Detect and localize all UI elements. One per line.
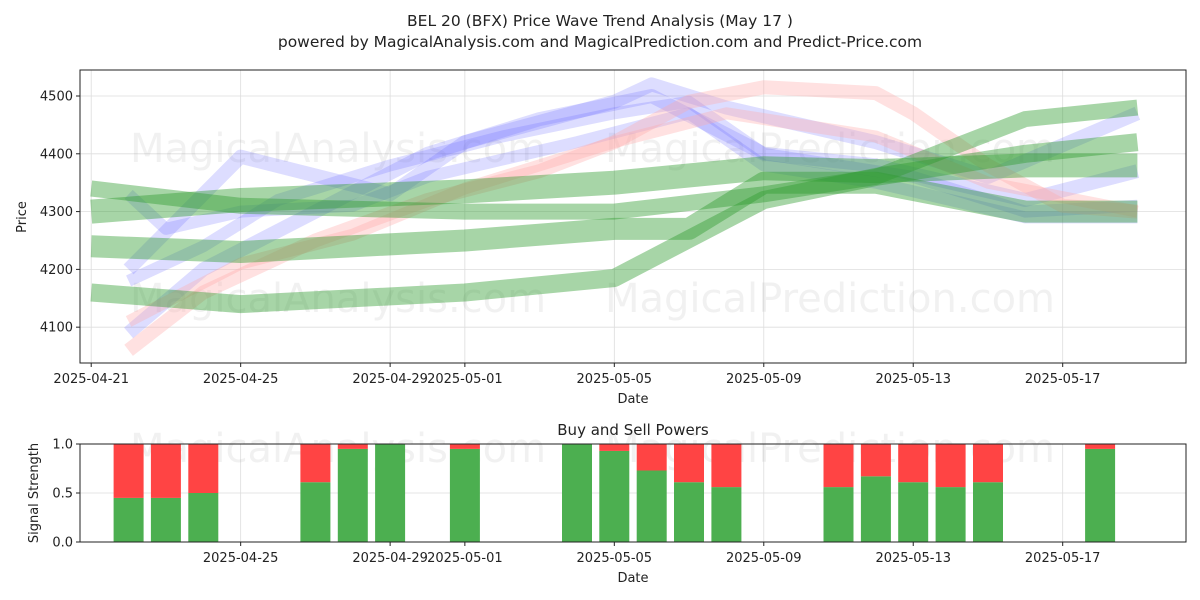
signal-x-tick-label: 2025-05-05 xyxy=(577,551,653,566)
sell-power-bar xyxy=(113,444,144,498)
signal-y-ticks: 0.0 0.5 1.0 xyxy=(52,438,80,551)
buy-power-bar xyxy=(599,450,630,542)
price-y-tick-label: 4300 xyxy=(40,205,73,220)
sell-power-bar xyxy=(150,444,181,498)
buy-power-bar xyxy=(562,444,592,542)
price-y-tick-label: 4200 xyxy=(40,263,73,278)
signal-y-label: Signal Strength xyxy=(27,443,42,543)
signal-x-tick-label: 2025-05-17 xyxy=(1025,551,1101,566)
signal-x-tick-label: 2025-04-25 xyxy=(203,551,279,566)
price-x-tick-label: 2025-04-21 xyxy=(53,372,129,387)
price-x-tick-label: 2025-05-09 xyxy=(726,372,802,387)
chart-title: BEL 20 (BFX) Price Wave Trend Analysis (… xyxy=(407,12,793,30)
price-wave-series-green xyxy=(90,153,1138,224)
signal-y-tick-label: 1.0 xyxy=(52,438,73,453)
signal-x-label: Date xyxy=(617,571,648,586)
sell-power-bar xyxy=(973,444,1003,483)
buy-power-bar xyxy=(898,482,929,542)
buy-power-bar xyxy=(375,444,406,542)
price-x-tick-label: 2025-05-17 xyxy=(1025,372,1101,387)
sell-power-bar xyxy=(935,444,966,488)
buy-power-bar xyxy=(636,470,667,542)
price-grid xyxy=(80,70,1186,363)
buy-power-bar xyxy=(823,487,854,542)
sell-power-bar xyxy=(823,444,854,488)
price-y-tick-label: 4100 xyxy=(40,321,73,336)
price-wave-series-green xyxy=(90,99,1139,220)
price-y-label: Price xyxy=(15,201,30,233)
price-waves xyxy=(90,77,1141,356)
watermark-text: MagicalAnalysis.com xyxy=(130,126,546,172)
price-wave-series-blue xyxy=(124,107,1138,235)
signal-y-tick-label: 0.5 xyxy=(52,487,73,502)
signal-x-tick-label: 2025-05-01 xyxy=(427,551,503,566)
buy-power-bar xyxy=(337,448,368,542)
sell-power-bar xyxy=(898,444,929,483)
price-x-tick-label: 2025-05-13 xyxy=(875,372,951,387)
buy-power-bar xyxy=(150,497,181,542)
buy-power-bar xyxy=(188,493,219,542)
price-wave-series-blue xyxy=(123,77,1141,275)
price-x-tick-label: 2025-04-25 xyxy=(203,372,279,387)
price-x-ticks: 2025-04-21 2025-04-25 2025-04-29 2025-05-01… xyxy=(53,363,1100,387)
price-y-tick-label: 4500 xyxy=(40,90,73,105)
price-plot-frame xyxy=(79,69,1187,364)
price-watermarks: MagicalAnalysis.com MagicalPrediction.com… xyxy=(130,126,1055,322)
price-x-tick-label: 2025-05-01 xyxy=(427,372,503,387)
price-wave-series-pink xyxy=(125,107,1139,327)
sell-power-bar xyxy=(674,444,704,483)
buy-power-bar xyxy=(674,482,704,542)
buy-power-bar xyxy=(300,482,331,542)
price-wave-series-pink xyxy=(124,80,1138,356)
buy-power-bar xyxy=(711,487,742,542)
price-wave-series-green xyxy=(90,133,1139,314)
price-x-tick-label: 2025-04-29 xyxy=(352,372,428,387)
sell-power-bar xyxy=(337,444,368,449)
signal-x-tick-label: 2025-05-09 xyxy=(726,551,802,566)
sell-power-bar xyxy=(449,444,480,449)
sell-power-bar xyxy=(300,444,331,483)
price-y-ticks: 4100 4200 4300 4400 4500 xyxy=(40,90,80,336)
signal-x-tick-label: 2025-04-29 xyxy=(352,551,428,566)
sell-power-bar xyxy=(711,444,742,488)
watermark-text: MagicalPrediction.com xyxy=(605,126,1055,172)
sell-power-bar xyxy=(188,444,219,493)
sell-power-bar xyxy=(599,444,630,451)
chart-subtitle: powered by MagicalAnalysis.com and Magic… xyxy=(278,33,922,51)
buy-power-bar xyxy=(449,448,480,542)
buy-power-bar xyxy=(973,482,1003,542)
price-wave-series-blue xyxy=(124,89,1140,339)
watermark-text: MagicalPrediction.com xyxy=(605,276,1055,322)
signal-y-tick-label: 0.0 xyxy=(52,536,73,551)
buy-power-bar xyxy=(113,497,144,542)
sell-power-bar xyxy=(636,444,667,471)
signal-x-ticks: 2025-04-25 2025-04-29 2025-05-01 2025-05-05… xyxy=(203,542,1101,566)
signal-title: Buy and Sell Powers xyxy=(557,421,709,439)
price-x-label: Date xyxy=(617,392,648,407)
buy-power-bar xyxy=(1085,448,1116,542)
watermark-text: MagicalAnalysis.com xyxy=(130,276,546,322)
price-wave-series-green xyxy=(90,171,1138,263)
sell-power-bar xyxy=(860,444,891,477)
price-wave-series-blue xyxy=(126,95,1138,287)
price-x-tick-label: 2025-05-05 xyxy=(577,372,653,387)
signal-bars xyxy=(113,444,1116,542)
signal-x-tick-label: 2025-05-13 xyxy=(875,551,951,566)
sell-power-bar xyxy=(1085,444,1116,449)
price-y-tick-label: 4400 xyxy=(40,147,73,162)
buy-power-bar xyxy=(860,476,891,542)
buy-power-bar xyxy=(935,487,966,542)
